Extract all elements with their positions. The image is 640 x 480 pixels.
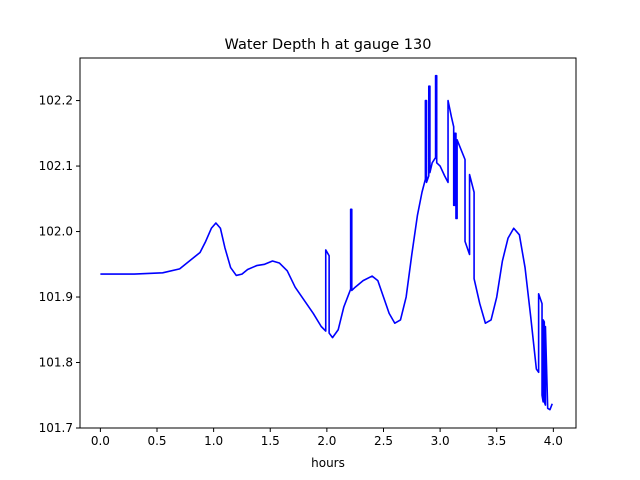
chart-title: Water Depth h at gauge 130 [225,37,432,53]
y-tick-label: 102.1 [39,159,73,173]
x-tick-label: 0.5 [147,434,166,448]
x-tick-label: 4.0 [544,434,563,448]
series-line [100,74,553,411]
x-tick-label: 2.5 [374,434,393,448]
x-tick-label: 1.5 [261,434,280,448]
y-tick-label: 101.7 [39,421,73,435]
x-tick-label: 1.0 [204,434,223,448]
x-tick-label: 2.0 [317,434,336,448]
x-tick-label: 3.5 [487,434,506,448]
x-tick-label: 0.0 [91,434,110,448]
axes-frame [79,57,577,429]
x-axis-label: hours [311,456,345,470]
y-axis: 101.7 101.8 101.9 102.0 102.1 102.2 [39,94,80,435]
y-tick-label: 101.9 [39,290,73,304]
plot-area [79,57,577,429]
x-tick-label: 3.0 [431,434,450,448]
y-tick-label: 102.0 [39,225,73,239]
x-axis: 0.0 0.5 1.0 1.5 2.0 2.5 3.0 3.5 4.0 [91,428,563,448]
y-tick-label: 101.8 [39,356,73,370]
y-tick-label: 102.2 [39,94,73,108]
